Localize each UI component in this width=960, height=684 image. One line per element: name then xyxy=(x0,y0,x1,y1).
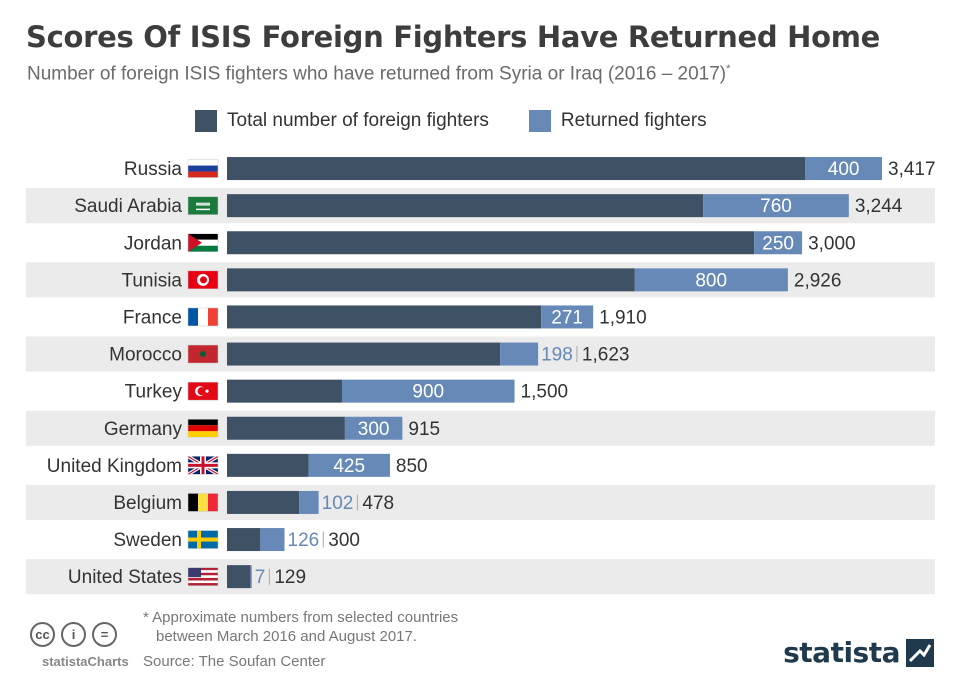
cc-icon: cc xyxy=(30,622,55,647)
legend-item-total: Total number of foreign fighters xyxy=(195,110,489,132)
legend-label-returned: Returned fighters xyxy=(560,110,707,131)
tunisia-flag-icon xyxy=(187,270,219,290)
value-label-returned: 250 xyxy=(762,233,794,254)
category-label: Russia xyxy=(124,159,183,180)
legend-swatch-total xyxy=(195,110,217,132)
bar-total xyxy=(227,416,345,440)
noderivs-icon: = xyxy=(92,622,117,647)
category-label: Sweden xyxy=(113,530,182,551)
value-label-returned: 102 xyxy=(322,493,354,514)
value-label-total: 2,926 xyxy=(794,270,842,291)
category-label: Turkey xyxy=(125,382,183,403)
bar-total xyxy=(227,342,501,366)
bar-total xyxy=(227,453,309,477)
value-label-returned: 7 xyxy=(255,567,266,588)
row-stripe xyxy=(26,410,935,446)
value-label-total: 129 xyxy=(274,567,306,588)
source-note: Source: The Soufan Center xyxy=(143,653,326,670)
subtitle-text: Number of foreign ISIS fighters who have… xyxy=(27,63,727,85)
france-flag-icon xyxy=(187,307,219,327)
bar-returned xyxy=(260,528,285,552)
bar-total xyxy=(227,268,635,292)
bar-total xyxy=(227,528,261,552)
bar-returned xyxy=(541,305,594,329)
category-label: United Kingdom xyxy=(47,456,182,477)
chart-subtitle: Number of foreign ISIS fighters who have… xyxy=(27,63,730,85)
bar-returned xyxy=(308,453,390,477)
bar-returned xyxy=(805,157,882,181)
legend-item-returned: Returned fighters xyxy=(528,110,707,132)
sweden-flag-icon xyxy=(187,530,219,549)
jordan-flag-icon xyxy=(187,233,219,252)
bar-total xyxy=(227,231,755,255)
belgium-flag-icon xyxy=(187,493,219,512)
legend-swatch-returned xyxy=(528,110,551,132)
value-label-returned: 400 xyxy=(828,159,860,180)
statista-logo[interactable]: statista xyxy=(783,636,934,669)
value-label-total: 915 xyxy=(408,419,440,440)
subtitle-footnote-mark: * xyxy=(726,63,731,75)
value-label-returned: 760 xyxy=(760,196,792,217)
bar-total xyxy=(227,157,806,181)
uk-flag-icon xyxy=(187,454,219,476)
footnote-line-2: between March 2016 and August 2017. xyxy=(156,628,418,645)
usa-flag-icon xyxy=(187,567,219,586)
category-label: France xyxy=(123,307,182,328)
saudi-arabia-flag-icon xyxy=(187,196,219,215)
legend-label-total: Total number of foreign fighters xyxy=(227,110,489,131)
legend: Total number of foreign fighters Returne… xyxy=(195,110,747,132)
category-label: Saudi Arabia xyxy=(74,196,182,217)
value-label-total: 3,000 xyxy=(808,233,856,254)
bar-returned xyxy=(754,231,803,255)
category-label: Morocco xyxy=(109,345,182,366)
footnote: * Approximate numbers from selected coun… xyxy=(143,608,458,646)
value-label-returned: 800 xyxy=(695,270,727,291)
value-label-returned: 425 xyxy=(333,456,365,477)
value-label-returned: 300 xyxy=(358,419,390,440)
value-label-total: 3,417 xyxy=(888,159,936,180)
bar-returned xyxy=(299,490,319,514)
chart-title: Scores Of ISIS Foreign Fighters Have Ret… xyxy=(26,20,881,54)
bar-total xyxy=(227,565,251,589)
bar-returned xyxy=(342,379,515,403)
license-icons: cc i = xyxy=(30,622,117,647)
value-label-total: 1,623 xyxy=(582,345,630,366)
value-label-total: 3,244 xyxy=(855,196,903,217)
category-label: United States xyxy=(68,567,182,588)
value-label-total: 478 xyxy=(362,493,394,514)
value-label-returned: 198 xyxy=(541,345,573,366)
value-label-total: 1,910 xyxy=(599,307,647,328)
bar-total xyxy=(227,305,542,329)
attribution-icon: i xyxy=(61,622,86,647)
turkey-flag-icon xyxy=(187,381,219,401)
bar-returned xyxy=(500,342,539,366)
value-label-total: 850 xyxy=(396,456,428,477)
value-label-returned: 900 xyxy=(412,382,444,403)
category-label: Jordan xyxy=(124,233,182,254)
row-stripe xyxy=(26,559,935,595)
statista-logo-icon xyxy=(906,638,934,667)
category-label: Belgium xyxy=(113,493,182,514)
value-label-returned: 271 xyxy=(551,307,583,328)
bar-returned xyxy=(703,194,849,218)
russia-flag-icon xyxy=(187,159,219,178)
morocco-flag-icon xyxy=(187,344,219,364)
bar-total xyxy=(227,490,300,514)
category-label: Tunisia xyxy=(121,270,182,291)
category-label: Germany xyxy=(104,419,183,440)
statista-logo-text: statista xyxy=(783,636,900,669)
germany-flag-icon xyxy=(187,419,219,438)
bar-total xyxy=(227,194,704,218)
statista-charts-label: statistaCharts xyxy=(42,654,129,669)
value-label-total: 300 xyxy=(328,530,360,551)
value-label-total: 1,500 xyxy=(521,382,569,403)
bar-returned xyxy=(250,565,252,589)
bar-total xyxy=(227,379,343,403)
row-stripe xyxy=(26,484,935,520)
footnote-line-1: * Approximate numbers from selected coun… xyxy=(143,609,459,626)
value-label-returned: 126 xyxy=(288,530,320,551)
bar-returned xyxy=(634,268,788,292)
bar-returned xyxy=(344,416,403,440)
